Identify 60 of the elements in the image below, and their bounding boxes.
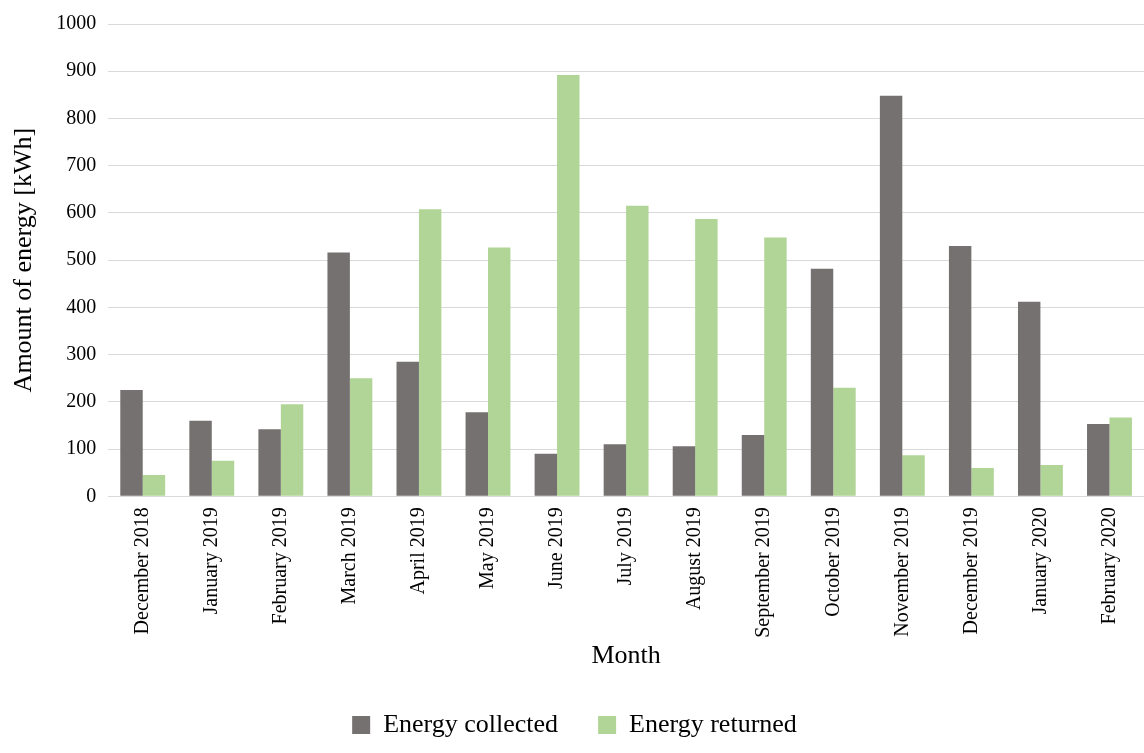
x-tick-label: September 2019 [751,507,775,638]
bar [327,252,350,496]
x-tick-label: July 2019 [613,507,637,586]
bar [603,444,627,496]
bar [557,75,580,496]
x-tick-label: January 2020 [1027,507,1051,615]
bar [211,460,235,496]
legend-label: Energy collected [383,708,559,738]
bar [142,475,166,496]
y-tick-label: 600 [66,200,97,223]
x-axis-title: Month [591,640,661,670]
bar [879,95,903,496]
x-tick-label: March 2019 [337,507,360,605]
bar [695,219,718,496]
bar [418,209,442,496]
bar [1040,465,1063,496]
x-tick-label: April 2019 [406,507,430,595]
bar [396,361,419,496]
bar [487,247,511,496]
y-tick-label: 500 [66,247,97,270]
bar [948,245,972,496]
x-tick-label: February 2020 [1096,507,1120,625]
x-tick-label: January 2019 [199,507,223,615]
bar [534,453,558,496]
bar [280,404,304,496]
bar [1017,301,1041,496]
x-tick-label: October 2019 [820,507,843,617]
bar [902,455,925,496]
x-tick-label: December 2018 [129,507,152,635]
bar [189,420,212,496]
y-tick-label: 0 [86,483,97,506]
bar [971,467,994,496]
legend-label: Energy returned [629,708,797,738]
bar [672,446,696,496]
bar [465,412,488,496]
bar [764,237,787,496]
bar [1087,424,1110,496]
x-tick-label: June 2019 [544,507,567,589]
bar [626,205,649,496]
y-tick-label: 700 [66,152,97,175]
y-tick-label: 300 [66,341,97,364]
bar [1109,417,1132,496]
y-tick-label: 800 [66,105,97,128]
x-tick-label: December 2019 [958,507,981,635]
y-tick-label: 200 [66,389,97,412]
x-tick-label: May 2019 [475,507,499,589]
x-tick-label: November 2019 [889,507,912,637]
bar [810,268,834,496]
y-tick-label: 1000 [56,11,97,34]
bar [833,387,856,496]
x-tick-label: February 2019 [268,507,292,625]
y-tick-label: 400 [66,294,97,317]
bar [258,429,281,496]
bar [741,434,765,496]
x-tick-label: August 2019 [682,507,706,611]
y-axis-title: Amount of energy [kWh] [8,127,38,393]
y-tick-label: 900 [66,58,97,81]
bar [349,378,373,496]
y-tick-label: 100 [66,436,97,459]
bar [120,390,143,496]
